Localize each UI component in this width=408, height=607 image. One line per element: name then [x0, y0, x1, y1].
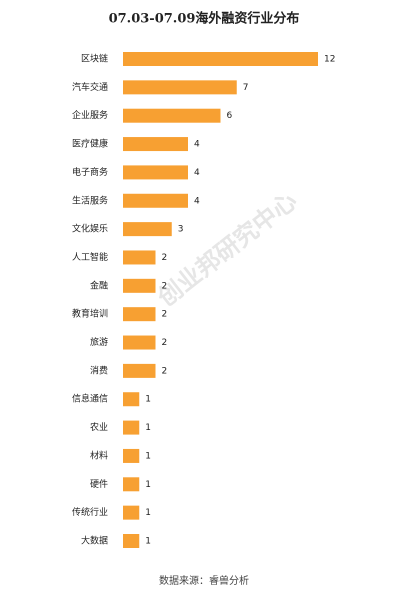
- bar: [123, 448, 140, 463]
- category-label: 材料: [90, 449, 108, 461]
- value-label: 7: [243, 83, 249, 93]
- source: 数据来源：睿兽分析: [159, 574, 249, 587]
- category-label: 文化娱乐: [72, 223, 108, 235]
- category-label: 汽车交通: [72, 81, 108, 93]
- category-label: 电子商务: [72, 166, 108, 178]
- category-label: 企业服务: [72, 109, 108, 121]
- value-label: 4: [194, 168, 200, 178]
- bar: [123, 420, 140, 435]
- value-label: 1: [145, 395, 151, 405]
- value-label: 2: [162, 310, 168, 320]
- bar: [123, 222, 172, 237]
- category-label: 传统行业: [72, 506, 108, 518]
- value-label: 4: [194, 196, 200, 206]
- category-label: 教育培训: [72, 308, 108, 320]
- bar: [123, 363, 156, 378]
- chart-title: 07.03-07.09海外融资行业分布: [109, 11, 300, 27]
- category-label: 生活服务: [72, 194, 108, 206]
- category-label: 大数据: [81, 535, 108, 547]
- value-label: 1: [145, 537, 151, 547]
- bar: [123, 250, 156, 265]
- bar: [123, 335, 156, 350]
- category-label: 农业: [90, 421, 108, 433]
- value-label: 3: [178, 225, 184, 235]
- bar: [123, 278, 156, 293]
- bar: [123, 193, 188, 208]
- bar: [123, 477, 140, 492]
- value-label: 1: [145, 423, 151, 433]
- value-label: 2: [162, 338, 168, 348]
- value-label: 1: [145, 451, 151, 461]
- bar: [123, 505, 140, 520]
- category-label: 旅游: [90, 336, 108, 348]
- value-label: 2: [162, 281, 168, 291]
- value-label: 4: [194, 140, 200, 150]
- value-label: 12: [324, 55, 335, 65]
- bar: [123, 137, 188, 152]
- bar: [123, 392, 140, 407]
- bar: [123, 52, 318, 66]
- value-label: 1: [145, 480, 151, 490]
- value-label: 6: [227, 111, 233, 121]
- bar: [123, 165, 188, 180]
- bar: [123, 534, 140, 548]
- category-label: 人工智能: [72, 251, 108, 263]
- value-label: 1: [145, 508, 151, 518]
- value-label: 2: [162, 366, 168, 376]
- bar: [123, 108, 221, 123]
- category-label: 医疗健康: [72, 138, 108, 150]
- bar: [123, 307, 156, 322]
- category-label: 硬件: [90, 478, 108, 490]
- category-label: 区块链: [81, 53, 108, 65]
- category-label: 金融: [90, 279, 108, 291]
- category-label: 消费: [90, 364, 108, 376]
- category-label: 信息通信: [72, 393, 108, 405]
- value-label: 2: [162, 253, 168, 263]
- bar: [123, 80, 237, 95]
